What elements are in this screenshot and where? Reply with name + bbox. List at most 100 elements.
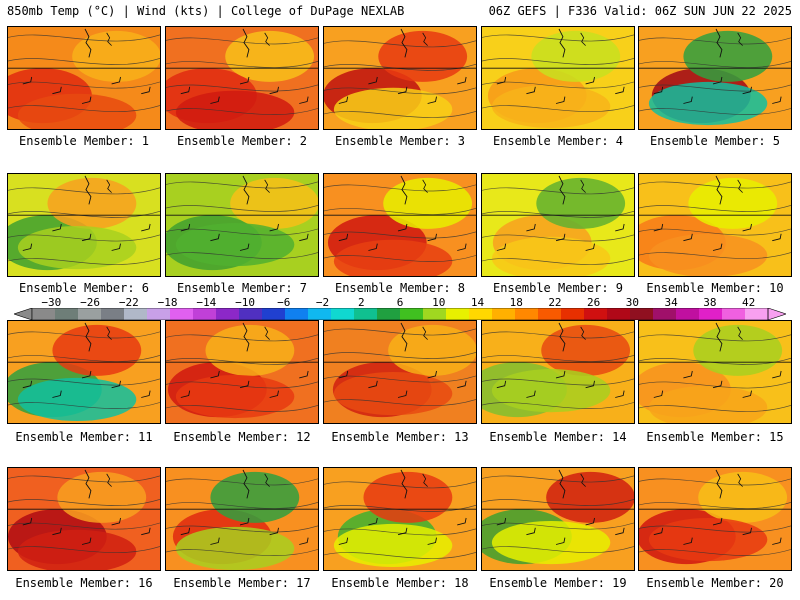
colorbar-tick-label: −22	[118, 296, 139, 309]
temperature-field	[482, 468, 634, 570]
colorbar-segment	[377, 308, 401, 320]
temperature-field	[166, 468, 318, 570]
colorbar-segment	[515, 308, 539, 320]
colorbar-arrow-right	[767, 308, 786, 320]
colorbar-tick-label: −10	[235, 296, 255, 309]
colorbar-segment	[308, 308, 332, 320]
ensemble-member-label: Ensemble Member: 6	[18, 281, 150, 295]
colorbar-segment	[32, 308, 56, 320]
colorbar-segment	[285, 308, 309, 320]
colorbar-tick-label: 38	[703, 296, 717, 309]
colorbar-segment	[653, 308, 677, 320]
ensemble-member-label: Ensemble Member: 2	[176, 134, 308, 148]
colorbar-segment	[607, 308, 631, 320]
colorbar-segment	[78, 308, 102, 320]
ensemble-map-13	[323, 320, 477, 424]
temperature-field	[324, 27, 476, 129]
ensemble-member-label: Ensemble Member: 17	[173, 576, 311, 590]
ensemble-map-2	[165, 26, 319, 130]
ensemble-map-1	[7, 26, 161, 130]
temperature-field	[639, 27, 791, 129]
ensemble-member-label: Ensemble Member: 16	[15, 576, 153, 590]
colorbar-segment	[55, 308, 79, 320]
colorbar-segment	[216, 308, 240, 320]
colorbar-segment	[193, 308, 217, 320]
temperature-field	[482, 27, 634, 129]
ensemble-map-15	[638, 320, 792, 424]
temperature-field	[8, 321, 160, 423]
temperature-field	[166, 174, 318, 276]
colorbar-segment	[745, 308, 769, 320]
ensemble-map-12	[165, 320, 319, 424]
colorbar-tick-label: 30	[625, 296, 640, 309]
colorbar-segment	[538, 308, 562, 320]
colorbar-tick-label: 14	[470, 296, 485, 309]
temperature-field	[166, 27, 318, 129]
colorbar-tick-label: −30	[41, 296, 62, 309]
ensemble-member-label: Ensemble Member: 20	[646, 576, 784, 590]
colorbar-tick-label: 26	[587, 296, 601, 309]
ensemble-member-label: Ensemble Member: 9	[492, 281, 624, 295]
ensemble-map-11	[7, 320, 161, 424]
ensemble-map-17	[165, 467, 319, 571]
map-title: 850mb Temp (°C) | Wind (kts) | College o…	[7, 4, 405, 18]
colorbar-segment	[170, 308, 194, 320]
ensemble-member-label: Ensemble Member: 11	[15, 430, 153, 444]
ensemble-map-10	[638, 173, 792, 277]
ensemble-member-label: Ensemble Member: 4	[492, 134, 624, 148]
colorbar-segment	[423, 308, 447, 320]
colorbar-segment	[101, 308, 125, 320]
colorbar-segment	[630, 308, 654, 320]
colorbar-segment	[400, 308, 424, 320]
colorbar-segment	[331, 308, 355, 320]
colorbar-segment	[492, 308, 516, 320]
colorbar-segment	[354, 308, 378, 320]
temperature-field	[8, 174, 160, 276]
ensemble-map-19	[481, 467, 635, 571]
colorbar-segment	[239, 308, 263, 320]
ensemble-map-4	[481, 26, 635, 130]
ensemble-map-18	[323, 467, 477, 571]
colorbar-tick-label: 42	[742, 296, 756, 309]
colorbar-tick-label: 34	[664, 296, 678, 309]
colorbar-segment	[676, 308, 700, 320]
ensemble-map-7	[165, 173, 319, 277]
ensemble-member-label: Ensemble Member: 12	[173, 430, 311, 444]
colorbar-segment	[124, 308, 148, 320]
ensemble-member-label: Ensemble Member: 3	[334, 134, 466, 148]
colorbar-tick-label: −18	[157, 296, 178, 309]
temperature-field	[639, 174, 791, 276]
temperature-field	[639, 468, 791, 570]
ensemble-map-14	[481, 320, 635, 424]
colorbar-tick-label: −26	[80, 296, 101, 309]
colorbar-segment	[262, 308, 286, 320]
colorbar-tick-label: 2	[357, 296, 365, 309]
ensemble-member-label: Ensemble Member: 13	[331, 430, 469, 444]
colorbar-segment	[699, 308, 723, 320]
temperature-field	[482, 174, 634, 276]
temperature-field	[166, 321, 318, 423]
ensemble-member-label: Ensemble Member: 8	[334, 281, 466, 295]
ensemble-member-label: Ensemble Member: 18	[331, 576, 469, 590]
model-run-info: 06Z GEFS | F336 Valid: 06Z SUN JUN 22 20…	[488, 4, 792, 18]
temperature-field	[8, 468, 160, 570]
colorbar-segment	[561, 308, 585, 320]
ensemble-member-label: Ensemble Member: 14	[489, 430, 627, 444]
ensemble-member-label: Ensemble Member: 5	[649, 134, 781, 148]
temperature-field	[482, 321, 634, 423]
temperature-field	[324, 174, 476, 276]
colorbar-tick-label: 18	[509, 296, 523, 309]
colorbar-tick-label: −14	[196, 296, 217, 309]
colorbar-tick-label: 10	[432, 296, 446, 309]
colorbar-tick-label: −6	[277, 296, 291, 309]
ensemble-member-label: Ensemble Member: 1	[18, 134, 150, 148]
ensemble-map-6	[7, 173, 161, 277]
temperature-field	[324, 468, 476, 570]
ensemble-member-label: Ensemble Member: 19	[489, 576, 627, 590]
colorbar-segment	[469, 308, 493, 320]
temperature-field	[324, 321, 476, 423]
ensemble-map-8	[323, 173, 477, 277]
temperature-field	[8, 27, 160, 129]
temperature-colorbar	[14, 308, 786, 320]
colorbar-segment	[722, 308, 746, 320]
